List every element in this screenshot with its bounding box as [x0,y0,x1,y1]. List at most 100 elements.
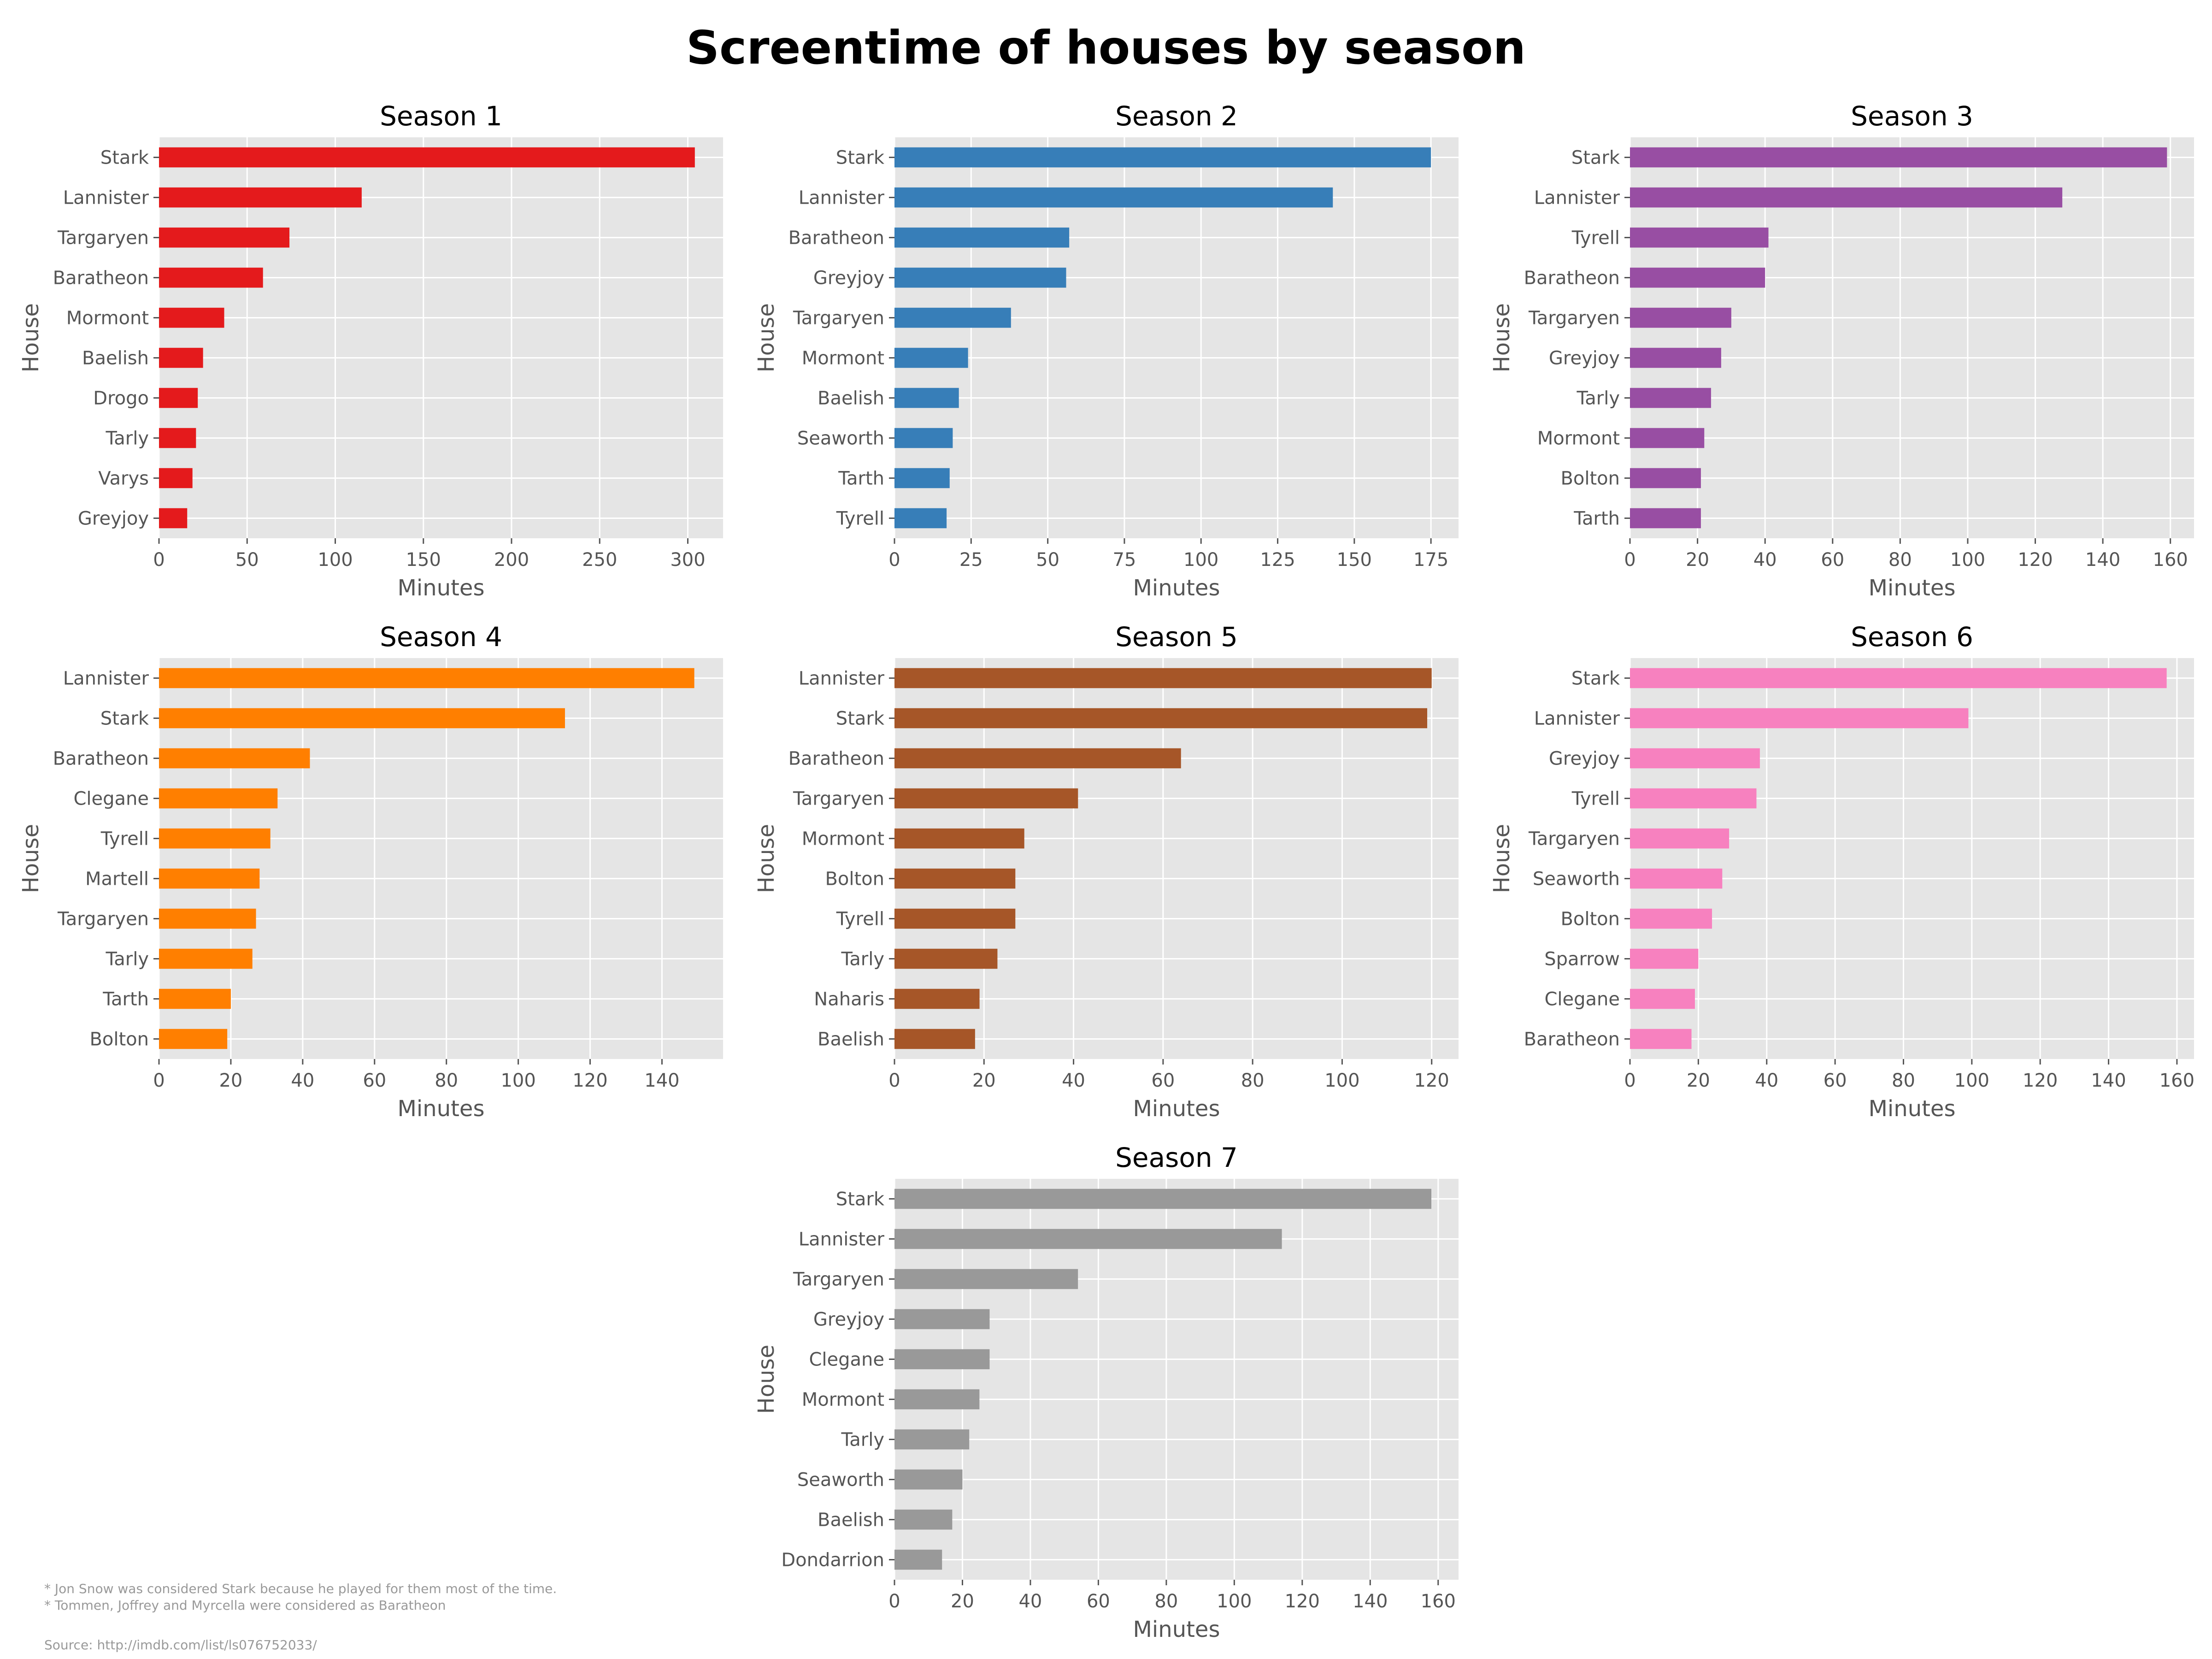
bar-stark [894,1188,1432,1209]
panel-title: Season 7 [1115,1142,1238,1173]
x-axis-label: Minutes [398,575,485,601]
footnote-baratheon: * Tommen, Joffrey and Myrcella were cons… [44,1598,446,1613]
y-tick-label: Baelish [82,348,149,369]
x-tick-label: 20 [1687,1070,1710,1091]
y-tick-label: Bolton [1560,468,1620,489]
bar-mormont [894,1389,980,1410]
bar-lannister [1630,187,2063,208]
bar-clegane [1630,988,1695,1009]
bar-stark [1630,668,2167,688]
x-tick-label: 60 [1824,1070,1847,1091]
y-axis-label: House [753,303,779,372]
y-tick-label: Lannister [1534,708,1620,729]
bar-baratheon [159,267,263,288]
y-tick-label: Varys [98,468,149,489]
season-panel-7: Stark Lannister Targaryen Greyjoy Clegane Mor… [753,1142,1459,1642]
x-tick-label: 100 [1950,549,1985,571]
bar-clegane [894,1349,990,1370]
y-tick-label: Tarly [105,949,149,970]
bar-baratheon [159,748,310,769]
bar-tarly [159,948,253,969]
x-tick-label: 20 [1686,549,1709,571]
x-tick-label: 80 [435,1070,458,1091]
y-tick-label: Tarly [841,949,884,970]
bar-lannister [159,668,694,688]
y-tick-label: Tarly [841,1430,884,1451]
y-tick-label: Seaworth [797,428,884,449]
bar-mormont [1630,428,1705,448]
y-tick-label: Tyrell [836,508,884,529]
source-note: Source: http://imdb.com/list/ls076752033… [44,1637,317,1653]
x-tick-label: 25 [959,549,983,571]
y-axis-label: House [1489,824,1515,893]
x-tick-label: 60 [1087,1591,1110,1612]
bar-baelish [159,347,203,368]
x-tick-label: 20 [219,1070,242,1091]
bar-tyrell [894,508,947,529]
x-tick-label: 100 [1324,1070,1359,1091]
bar-baratheon [1630,267,1765,288]
bar-stark [159,708,565,729]
y-tick-label: Tarth [1573,508,1620,529]
x-tick-label: 80 [1241,1070,1265,1091]
bar-tyrell [1630,227,1769,248]
x-tick-label: 125 [1260,549,1295,571]
bar-baelish [894,388,959,408]
x-tick-label: 120 [2023,1070,2058,1091]
bar-greyjoy [159,508,188,529]
bar-greyjoy [1630,347,1721,368]
bar-targaryen [159,227,290,248]
y-tick-label: Tyrell [1571,228,1620,249]
x-tick-label: 0 [1624,1070,1635,1091]
bar-bolton [1630,468,1701,488]
y-tick-label: Baelish [818,1510,884,1531]
bar-seaworth [894,1469,963,1490]
y-tick-label: Targaryen [57,909,149,930]
bar-drogo [159,388,198,408]
y-tick-label: Drogo [93,388,149,409]
bar-greyjoy [894,1309,990,1330]
y-tick-label: Baelish [818,388,884,409]
x-tick-label: 160 [1421,1591,1456,1612]
x-tick-label: 120 [1414,1070,1449,1091]
bar-targaryen [159,908,256,929]
bar-mormont [894,828,1024,849]
y-tick-label: Greyjoy [78,508,149,529]
y-tick-label: Tarly [105,428,149,449]
x-tick-label: 0 [153,1070,165,1091]
y-tick-label: Tarly [1576,388,1620,409]
bar-tarth [159,988,231,1009]
x-tick-label: 60 [1821,549,1844,571]
y-tick-label: Targaryen [793,308,884,329]
y-tick-label: Mormont [802,829,884,850]
y-tick-label: Clegane [1544,989,1620,1010]
y-tick-label: Mormont [802,348,884,369]
y-tick-label: Clegane [809,1349,884,1371]
y-tick-label: Greyjoy [1549,348,1620,369]
bar-mormont [159,307,224,328]
bar-dondarrion [894,1549,942,1570]
y-tick-label: Stark [836,1189,885,1210]
season-panel-1: Stark Lannister Targaryen Baratheon Mormont B… [18,100,723,601]
bar-tyrell [894,908,1016,929]
bar-lannister [894,668,1432,688]
x-tick-label: 40 [1018,1591,1042,1612]
y-tick-label: Baratheon [788,228,884,249]
bar-stark [894,147,1431,168]
y-tick-label: Naharis [814,989,884,1010]
bar-tarth [894,468,950,488]
bar-greyjoy [894,267,1066,288]
y-tick-label: Stark [836,708,885,729]
x-tick-label: 75 [1112,549,1136,571]
y-tick-label: Stark [100,147,149,169]
x-axis-label: Minutes [1133,575,1220,601]
x-tick-label: 140 [1353,1591,1388,1612]
x-tick-label: 100 [318,549,353,571]
x-axis-label: Minutes [1869,1096,1956,1122]
x-tick-label: 250 [582,549,617,571]
bar-sparrow [1630,948,1699,969]
panel-title: Season 1 [380,100,502,132]
x-tick-label: 0 [888,1591,900,1612]
x-tick-label: 100 [500,1070,535,1091]
